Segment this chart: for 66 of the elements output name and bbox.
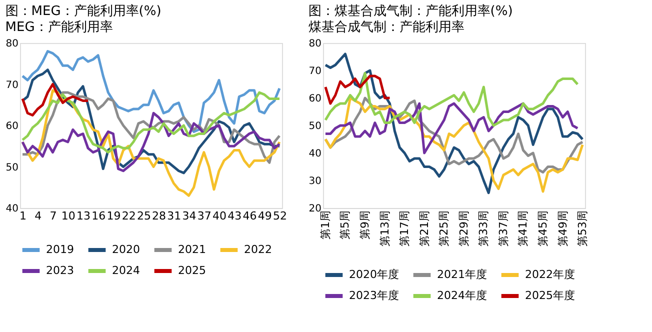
line-series — [324, 72, 579, 127]
x-tick-label: 16 — [92, 210, 106, 222]
y-tick-label: 50 — [6, 162, 18, 174]
y-tick-label: 80 — [6, 38, 18, 50]
chart-title: 图：MEG：产能利用率(%) — [5, 3, 162, 19]
x-tick-label: 第49周 — [556, 210, 570, 246]
legend-label: 2021 — [178, 243, 206, 256]
x-tick-label: 34 — [182, 210, 196, 222]
x-tick-label: 19 — [106, 210, 121, 222]
y-tick-label: 50 — [308, 121, 322, 132]
x-tick-label: 37 — [197, 210, 212, 222]
x-tick-label: 第17周 — [398, 210, 412, 246]
x-tick-label: 13 — [76, 210, 90, 222]
y-tick-label: 80 — [308, 38, 322, 50]
line-series — [324, 74, 391, 105]
y-tick-label: 70 — [308, 66, 322, 77]
x-tick-label: 第25周 — [438, 210, 451, 246]
y-tick-label: 60 — [6, 121, 18, 132]
legend-label: 2024 — [112, 264, 140, 277]
legend-label: 2021年度 — [437, 268, 487, 281]
x-tick-label: 43 — [228, 210, 242, 222]
x-tick-label: 第45周 — [536, 210, 550, 246]
line-series — [21, 83, 90, 116]
legend-label: 2020 — [112, 243, 140, 256]
legend-label: 2019 — [46, 243, 74, 256]
y-tick-label: 40 — [308, 148, 322, 160]
x-tick-label: 40 — [212, 210, 227, 222]
x-tick-label: 28 — [152, 210, 166, 222]
x-tick-label: 第1周 — [318, 210, 332, 240]
y-tick-label: 20 — [308, 204, 322, 214]
legend-label: 2022年度 — [525, 268, 575, 281]
legend-label: 2025年度 — [525, 289, 575, 302]
line-series — [21, 112, 281, 172]
y-tick-label: 30 — [308, 176, 322, 187]
legend-label: 2020年度 — [349, 268, 399, 281]
x-tick-label: 22 — [122, 210, 136, 222]
x-tick-label: 49 — [258, 210, 272, 222]
x-tick-label: 31 — [167, 210, 182, 222]
chart-subtitle: 煤基合成气制：产能利用率 — [308, 19, 464, 35]
legend-label: 2025 — [178, 264, 206, 277]
x-tick-label: 第13周 — [378, 210, 392, 246]
x-tick-label: 4 — [34, 210, 42, 222]
x-tick-label: 46 — [242, 210, 257, 222]
x-tick-label: 10 — [61, 210, 76, 222]
legend-label: 2023 — [46, 264, 74, 277]
x-tick-label: 第53周 — [576, 210, 590, 246]
x-tick-label: 第9周 — [358, 210, 372, 240]
legend-label: 2023年度 — [349, 289, 399, 302]
x-tick-label: 第29周 — [457, 210, 470, 246]
x-tick-label: 第5周 — [338, 210, 352, 240]
line-series — [21, 50, 281, 133]
chart-title: 图：煤基合成气制：产能利用率(%) — [308, 3, 513, 19]
legend-label: 2022 — [244, 243, 272, 256]
line-series — [324, 102, 579, 154]
x-tick-label: 25 — [136, 210, 151, 222]
x-tick-label: 第33周 — [477, 210, 490, 246]
x-tick-label: 1 — [20, 210, 27, 222]
x-tick-label: 第21周 — [418, 210, 431, 246]
x-tick-label: 52 — [272, 210, 287, 222]
x-tick-label: 7 — [50, 210, 57, 222]
y-tick-label: 70 — [6, 80, 18, 91]
legend-label: 2024年度 — [437, 289, 487, 302]
x-tick-label: 第41周 — [516, 210, 530, 246]
chart-subtitle: MEG：产能利用率 — [5, 19, 113, 35]
x-tick-label: 第37周 — [496, 210, 510, 246]
y-tick-label: 60 — [308, 94, 322, 104]
